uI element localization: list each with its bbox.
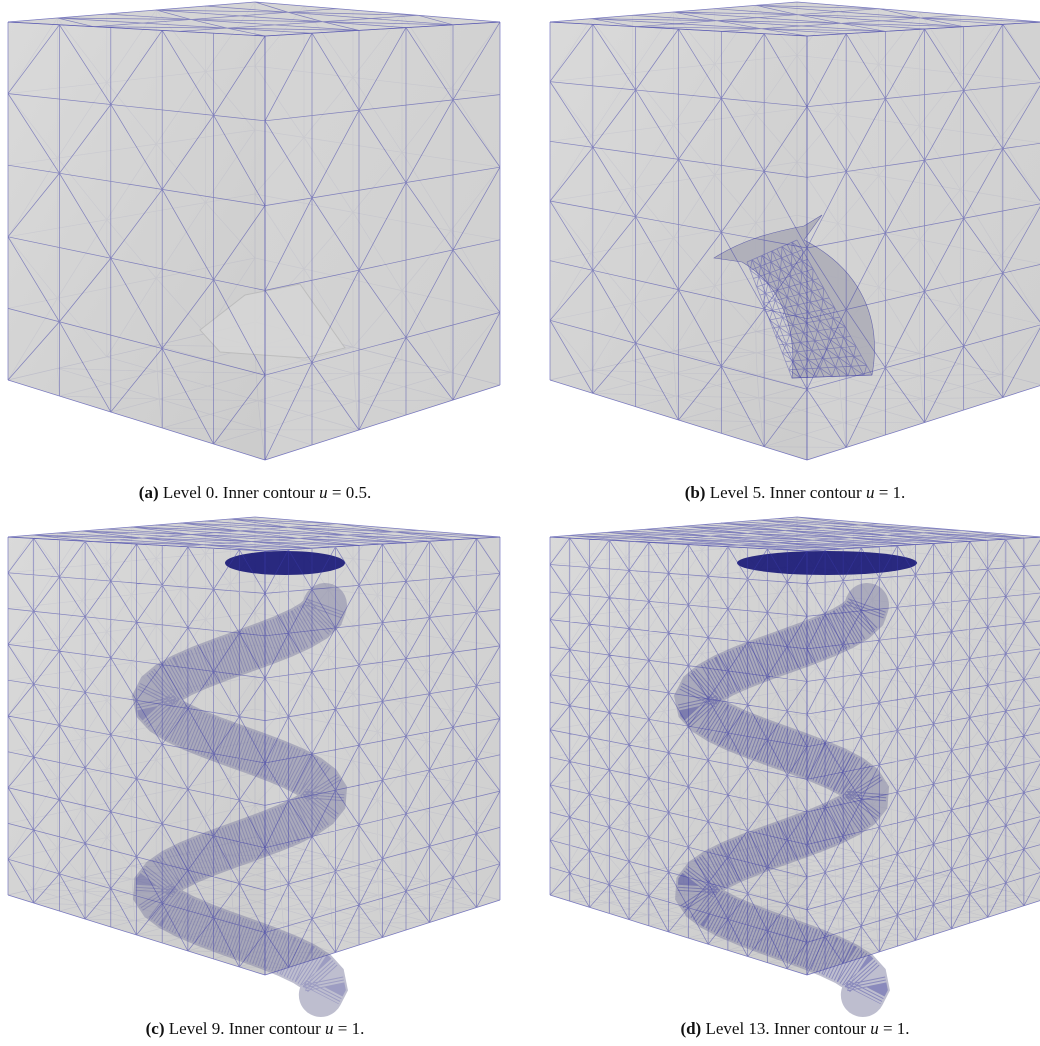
caption-math: = 1. (338, 1019, 365, 1038)
caption-label: (d) (680, 1019, 701, 1038)
top-dense (225, 551, 345, 575)
caption-label: (a) (139, 483, 159, 502)
face (807, 22, 1040, 460)
caption-text: Level 9. Inner contour (169, 1019, 321, 1038)
face (8, 22, 265, 460)
figure: (a) Level 0. Inner contour u = 0.5. (b) … (0, 0, 1040, 1046)
caption-math: = 0.5. (332, 483, 371, 502)
caption-math: = 1. (879, 483, 906, 502)
caption-math: = 1. (883, 1019, 910, 1038)
caption-math: u (319, 483, 328, 502)
caption: (d) Level 13. Inner contour u = 1. (680, 1019, 909, 1038)
caption-math: u (870, 1019, 879, 1038)
caption-math: u (325, 1019, 334, 1038)
caption-math: u (866, 483, 875, 502)
cube-view (8, 517, 500, 995)
cube-view (550, 517, 1040, 995)
caption-label: (c) (146, 1019, 165, 1038)
cube-view (8, 2, 500, 460)
face (265, 22, 500, 460)
caption-text: Level 13. Inner contour (705, 1019, 866, 1038)
caption-text: Level 5. Inner contour (710, 483, 862, 502)
cube-view (550, 2, 1040, 460)
caption: (b) Level 5. Inner contour u = 1. (685, 483, 906, 502)
caption: (a) Level 0. Inner contour u = 0.5. (139, 483, 371, 502)
caption: (c) Level 9. Inner contour u = 1. (146, 1019, 365, 1038)
caption-label: (b) (685, 483, 706, 502)
caption-text: Level 0. Inner contour (163, 483, 315, 502)
